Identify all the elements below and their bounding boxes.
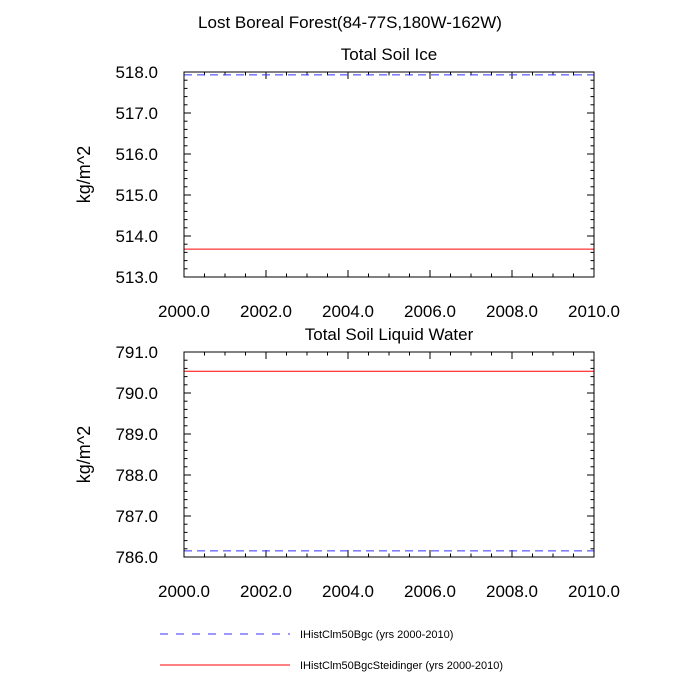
- legend-label: IHistClm50BgcSteidinger (yrs 2000-2010): [300, 660, 503, 672]
- plot-frame: [183, 71, 595, 278]
- y-tick-label: 790.0: [115, 384, 158, 403]
- figure-title: Lost Boreal Forest(84-77S,180W-162W): [198, 13, 502, 32]
- chart-legend: IHistClm50Bgc (yrs 2000-2010) IHistClm50B…: [160, 629, 503, 672]
- y-tick-label: 518.0: [115, 63, 158, 82]
- x-tick-label: 2010.0: [568, 302, 620, 321]
- x-tick-label: 2010.0: [568, 582, 620, 601]
- x-tick-label: 2000.0: [158, 302, 210, 321]
- x-tick-label: 2002.0: [240, 302, 292, 321]
- x-tick-label: 2004.0: [322, 582, 374, 601]
- x-tick-label: 2006.0: [404, 582, 456, 601]
- x-tick-label: 2000.0: [158, 582, 210, 601]
- y-tick-label: 516.0: [115, 145, 158, 164]
- x-tick-label: 2008.0: [486, 582, 538, 601]
- y-tick-label: 788.0: [115, 466, 158, 485]
- y-tick-label: 791.0: [115, 343, 158, 362]
- y-tick-label: 517.0: [115, 104, 158, 123]
- x-tick-label: 2006.0: [404, 302, 456, 321]
- y-axis-label: kg/m^2: [74, 426, 94, 483]
- legend-label: IHistClm50Bgc (yrs 2000-2010): [300, 629, 453, 641]
- chart-panels: Total Soil Ice kg/m^2 513.0 514.0 515.0 516.0…: [74, 45, 620, 601]
- y-axis-label: kg/m^2: [74, 146, 94, 203]
- chart-title: Total Soil Liquid Water: [305, 325, 474, 344]
- y-tick-label: 514.0: [115, 227, 158, 246]
- y-tick-label: 515.0: [115, 186, 158, 205]
- y-tick-label: 513.0: [115, 268, 158, 287]
- y-tick-label: 787.0: [115, 507, 158, 526]
- x-tick-label: 2008.0: [486, 302, 538, 321]
- chart-panel-2: Total Soil Liquid Water kg/m^2 786.0 787.0 7…: [74, 325, 620, 601]
- y-tick-label: 786.0: [115, 548, 158, 567]
- y-tick-label: 789.0: [115, 425, 158, 444]
- x-tick-label: 2002.0: [240, 582, 292, 601]
- chart-panel-1: Total Soil Ice kg/m^2 513.0 514.0 515.0 516.0…: [74, 45, 620, 321]
- x-tick-label: 2004.0: [322, 302, 374, 321]
- chart-title: Total Soil Ice: [341, 45, 437, 64]
- plot-frame: [183, 351, 595, 558]
